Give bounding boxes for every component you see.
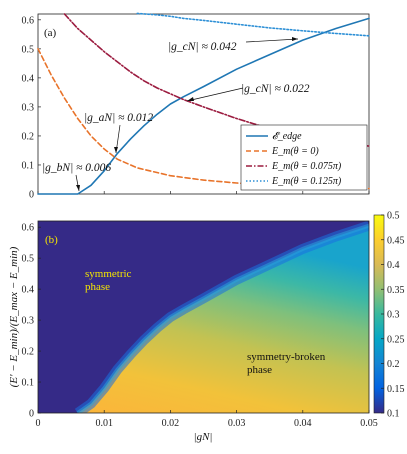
colorbar-tick-label: 0.15 xyxy=(387,384,405,395)
colorbar-tick-label: 0.5 xyxy=(387,211,400,222)
y-axis-label: (E' − E_min)/(E_max − E_min) xyxy=(8,246,20,387)
region-label-symmetric: symmetric phase xyxy=(85,268,134,293)
x-tick-label: 0.01 xyxy=(95,418,113,429)
legend-label: E_m(θ = 0.125π) xyxy=(271,176,342,187)
panel-b-x-ticks: 0 0.01 0.02 0.03 0.04 0.05 xyxy=(36,410,378,429)
annotation-gb-006: |g_bN| ≈ 0.006 xyxy=(42,162,111,192)
region-label-line: symmetric xyxy=(85,268,132,280)
panel-b-label: (b) xyxy=(45,234,58,246)
y-tick-label: 0.4 xyxy=(22,285,35,296)
annotation-text: |g_cN| ≈ 0.042 xyxy=(168,41,237,53)
annotation-gc-042: |g_cN| ≈ 0.042 xyxy=(168,37,299,53)
series-line-0 xyxy=(37,17,370,195)
y-tick-label: 0.3 xyxy=(22,102,35,113)
colorbar-tick-label: 0.35 xyxy=(387,285,405,296)
x-tick-label: 0 xyxy=(36,418,41,429)
annotation-ga-012: |g_aN| ≈ 0.012 xyxy=(84,112,153,154)
y-tick-label: 0.5 xyxy=(22,44,35,55)
panel-a: 0 0.1 0.2 0.3 0.4 0.5 0.6 (a) |g_cN| ≈ 0.042 |… xyxy=(22,12,370,201)
y-tick-label: 0 xyxy=(29,409,34,420)
x-axis-label: |gN| xyxy=(194,431,213,443)
colorbar-tick-label: 0.1 xyxy=(387,409,400,420)
y-tick-label: 0.5 xyxy=(22,254,35,265)
panel-a-label: (a) xyxy=(44,27,57,39)
y-tick-label: 0 xyxy=(29,190,34,201)
x-tick-label: 0.05 xyxy=(360,418,378,429)
y-tick-label: 0.1 xyxy=(22,160,35,171)
annotation-text: |g_bN| ≈ 0.006 xyxy=(42,162,111,174)
y-tick-label: 0.4 xyxy=(22,73,35,84)
legend: 𝓔_edge E_m(θ = 0) E_m(θ = 0.075π) E_m(θ = 0… xyxy=(240,124,368,191)
region-label-line: phase xyxy=(247,364,272,376)
y-tick-label: 0.2 xyxy=(22,347,35,358)
y-tick-label: 0.2 xyxy=(22,131,35,142)
legend-label: 𝓔_edge xyxy=(272,131,302,142)
annotation-text: |g_cN| ≈ 0.022 xyxy=(241,83,310,95)
colorbar-ticks: 0.1 0.15 0.2 0.25 0.3 0.35 0.4 0.45 0.5 xyxy=(381,211,405,420)
x-tick-label: 0.02 xyxy=(162,418,180,429)
panel-b-y-ticks: 0 0.1 0.2 0.3 0.4 0.5 0.6 xyxy=(22,223,41,420)
y-tick-label: 0.1 xyxy=(22,378,35,389)
region-label-broken: symmetry-broken phase xyxy=(247,351,328,376)
series-line-3 xyxy=(136,12,370,37)
y-tick-label: 0.6 xyxy=(22,223,35,234)
panel-a-frame xyxy=(37,13,370,195)
region-label-line: phase xyxy=(85,281,110,293)
heatmap-boundary-edge xyxy=(76,223,369,413)
x-tick-label: 0.04 xyxy=(294,418,312,429)
annotation-gc-022: |g_cN| ≈ 0.022 xyxy=(186,83,310,102)
legend-label: E_m(θ = 0) xyxy=(271,146,319,157)
colorbar-tick-label: 0.4 xyxy=(387,260,400,271)
heatmap-broken-region xyxy=(77,225,369,413)
panel-b-frame xyxy=(37,220,370,414)
annotation-text: |g_aN| ≈ 0.012 xyxy=(84,112,153,124)
colorbar-tick-label: 0.3 xyxy=(387,310,400,321)
y-tick-label: 0.3 xyxy=(22,316,35,327)
colorbar-tick-label: 0.2 xyxy=(387,359,400,370)
colorbar-tick-label: 0.25 xyxy=(387,334,405,345)
x-tick-label: 0.03 xyxy=(228,418,246,429)
legend-label: E_m(θ = 0.075π) xyxy=(271,161,342,172)
region-label-line: symmetry-broken xyxy=(247,351,326,363)
y-tick-label: 0.6 xyxy=(22,15,35,26)
colorbar-tick-label: 0.45 xyxy=(387,235,405,246)
panel-b: 0 0.1 0.2 0.3 0.4 0.5 0.6 0 0.01 0.02 0.03 0.04 0.0… xyxy=(8,211,405,444)
